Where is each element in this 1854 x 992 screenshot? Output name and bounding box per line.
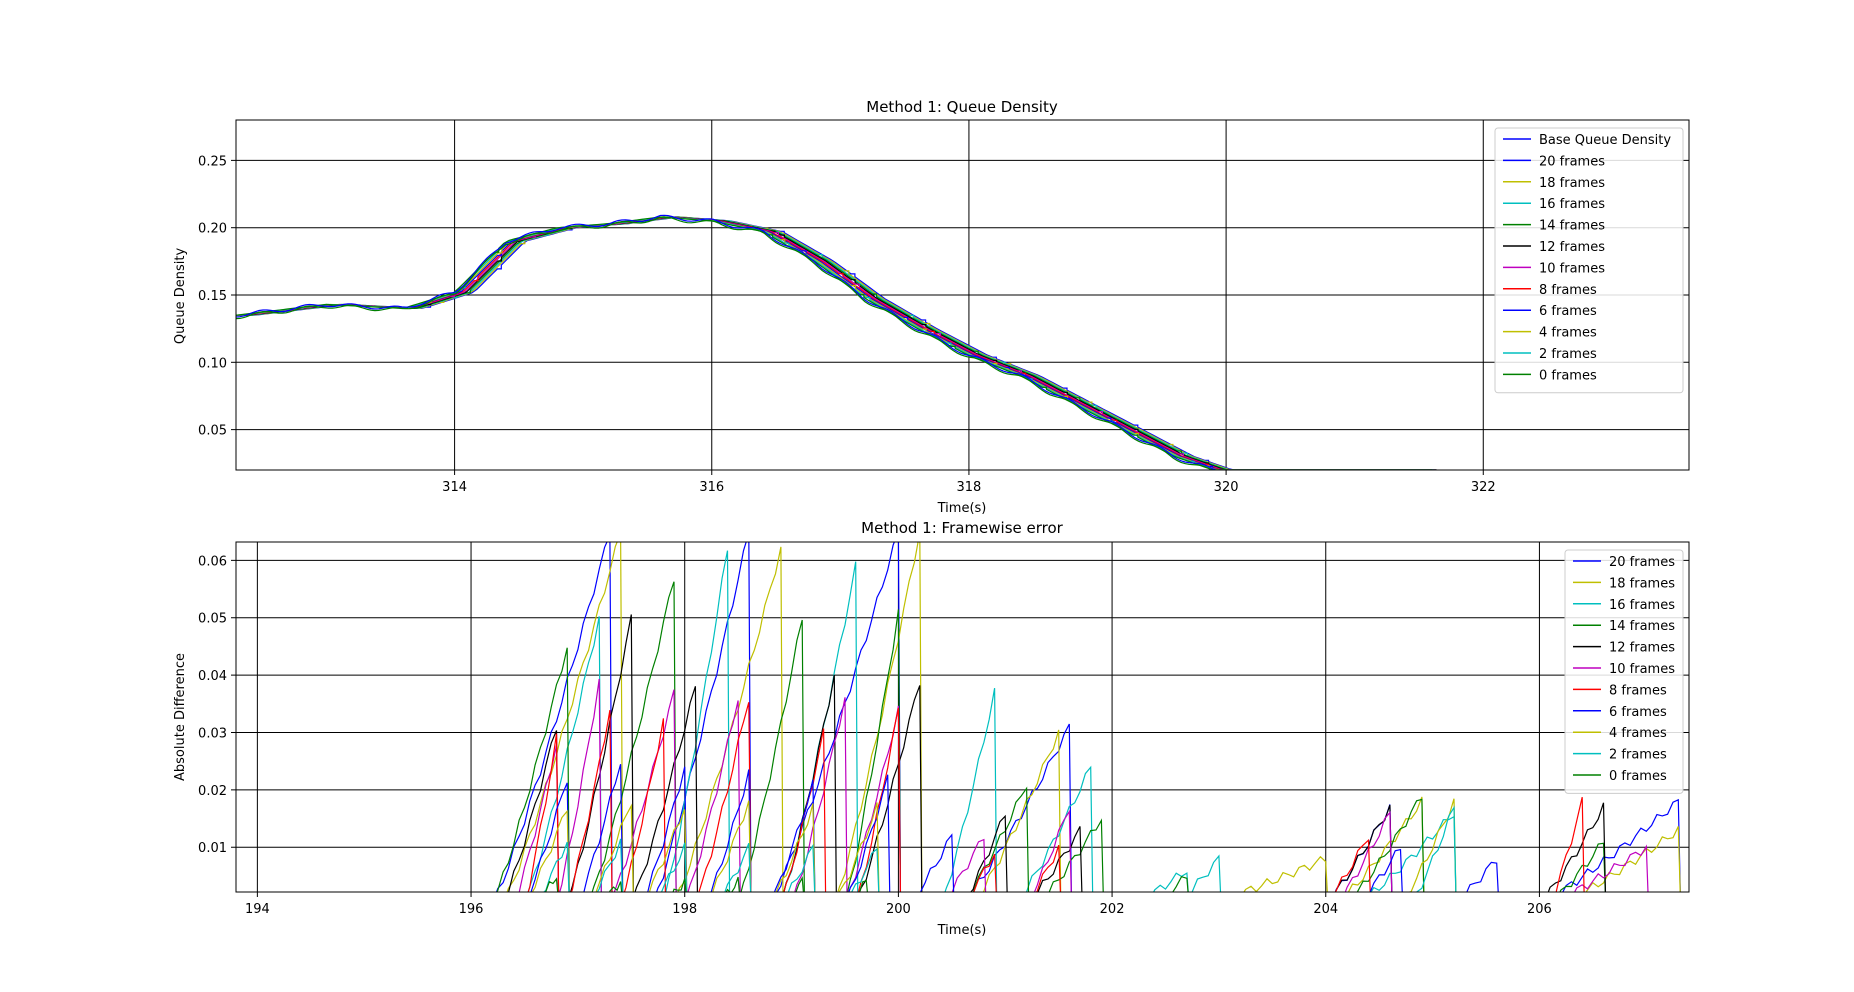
x-tick-label: 198	[672, 902, 697, 917]
series-line-4-frames	[531, 798, 1457, 892]
x-tick-label: 320	[1214, 480, 1239, 495]
y-axis-ticks: 0.05 0.10 0.15 0.20 0.25	[198, 154, 236, 439]
x-axis-ticks: 194 196 198 200 202 204 206	[245, 892, 1552, 917]
chart-title: Method 1: Framewise error	[861, 519, 1064, 537]
x-tick-label: 194	[245, 902, 270, 917]
legend-label: 0 frames	[1609, 769, 1667, 784]
legend-label: 16 frames	[1609, 598, 1675, 613]
legend-label: 2 frames	[1609, 748, 1667, 763]
y-tick-label: 0.05	[198, 612, 227, 627]
x-tick-label: 318	[957, 480, 982, 495]
x-tick-label: 200	[886, 902, 911, 917]
legend-label: Base Queue Density	[1539, 133, 1671, 148]
legend-label: 0 frames	[1539, 368, 1597, 383]
series-line-0-frames	[236, 216, 1433, 470]
legend-label: 18 frames	[1609, 576, 1675, 591]
series-line-8-frames	[527, 702, 1585, 892]
legend-label: 20 frames	[1609, 555, 1675, 570]
series-line-12-frames	[508, 614, 1607, 892]
legend-label: 10 frames	[1609, 662, 1675, 677]
x-axis-ticks: 314 316 318 320 322	[442, 470, 1496, 495]
y-tick-label: 0.25	[198, 154, 227, 169]
y-axis-label: Queue Density	[173, 248, 188, 345]
legend-label: 12 frames	[1539, 240, 1605, 255]
series-line-base-queue-density	[236, 214, 1219, 470]
legend-label: 8 frames	[1539, 283, 1597, 298]
legend-label: 20 frames	[1539, 154, 1605, 169]
legend: 20 frames 18 frames 16 frames 14 frames 12 f…	[1564, 549, 1684, 794]
plot-frame	[235, 541, 1690, 893]
series-line-2-frames	[542, 805, 1457, 892]
legend: Base Queue Density 20 frames 18 frames 16 f…	[1494, 127, 1684, 394]
legend-label: 14 frames	[1609, 619, 1675, 634]
legend-label: 8 frames	[1609, 683, 1667, 698]
x-tick-label: 206	[1527, 902, 1552, 917]
x-tick-label: 202	[1100, 902, 1125, 917]
legend-label: 14 frames	[1539, 219, 1605, 234]
series-lines	[495, 542, 1681, 892]
plot-area	[236, 542, 1689, 892]
series-line-14-frames	[496, 581, 1606, 892]
legend-label: 2 frames	[1539, 347, 1597, 362]
series-line-10-frames	[236, 216, 1437, 470]
queue-density-chart: 314 316 318 320 322 0.05 0.10 0.15 0.20 0.25 Met…	[173, 98, 1690, 516]
x-axis-label: Time(s)	[937, 923, 987, 938]
legend-label: 16 frames	[1539, 197, 1605, 212]
series-line-18-frames	[506, 542, 1681, 892]
series-line-10-frames	[518, 678, 1649, 892]
y-tick-label: 0.15	[198, 289, 227, 304]
legend-label: 18 frames	[1539, 176, 1605, 191]
y-tick-label: 0.02	[198, 784, 227, 799]
y-tick-label: 0.03	[198, 726, 227, 741]
y-axis-label: Absolute Difference	[173, 653, 188, 781]
y-tick-label: 0.20	[198, 222, 227, 237]
x-tick-label: 204	[1313, 902, 1338, 917]
y-axis-ticks: 0.01 0.02 0.03 0.04 0.05 0.06	[198, 554, 236, 856]
framewise-error-chart: 194 196 198 200 202 204 206 0.010.020.030.040.…	[173, 519, 1690, 938]
x-tick-label: 196	[459, 902, 484, 917]
legend-label: 10 frames	[1539, 261, 1605, 276]
series-line-6-frames	[530, 764, 1499, 892]
series-line-18-frames	[236, 216, 1437, 470]
legend-frame	[1494, 127, 1684, 394]
y-tick-label: 0.06	[198, 554, 227, 569]
chart-title: Method 1: Queue Density	[866, 98, 1058, 116]
x-tick-label: 322	[1471, 480, 1496, 495]
grid	[236, 120, 1689, 470]
legend-label: 4 frames	[1609, 726, 1667, 741]
x-tick-label: 314	[442, 480, 467, 495]
series-line-0-frames-overlay	[236, 216, 1214, 470]
legend-label: 4 frames	[1539, 326, 1597, 341]
y-tick-label: 0.10	[198, 356, 227, 371]
legend-label: 6 frames	[1609, 705, 1667, 720]
series-line-20-frames	[495, 542, 1681, 892]
legend-label: 6 frames	[1539, 304, 1597, 319]
x-axis-label: Time(s)	[937, 501, 987, 516]
y-tick-label: 0.05	[198, 424, 227, 439]
series-line-0-frames	[545, 875, 1189, 892]
x-tick-label: 316	[699, 480, 724, 495]
grid	[236, 542, 1689, 892]
y-tick-label: 0.01	[198, 841, 227, 856]
legend-label: 12 frames	[1609, 641, 1675, 656]
y-tick-label: 0.04	[198, 669, 227, 684]
